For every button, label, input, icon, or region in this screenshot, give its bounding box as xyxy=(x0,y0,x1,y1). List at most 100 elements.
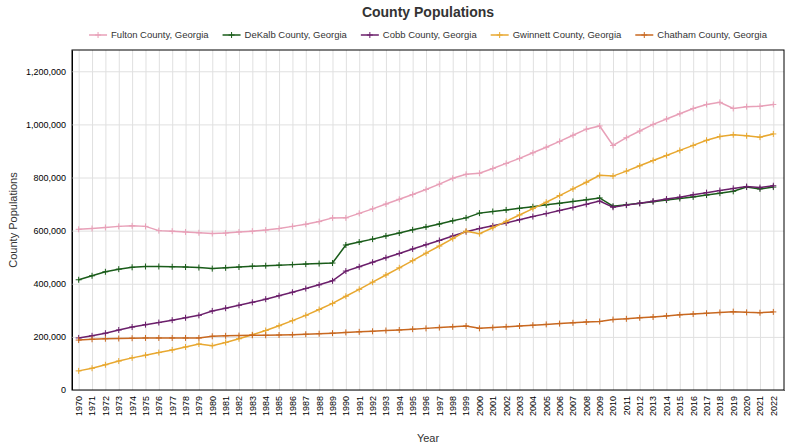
point-marker xyxy=(423,250,429,256)
point-marker xyxy=(343,268,349,274)
point-marker xyxy=(690,142,696,148)
point-marker xyxy=(557,138,563,144)
point-marker xyxy=(503,160,509,166)
point-marker xyxy=(396,327,402,333)
point-marker xyxy=(129,355,135,361)
point-marker xyxy=(637,200,643,206)
point-marker xyxy=(370,259,376,265)
point-marker xyxy=(303,261,309,267)
legend: Fulton County, GeorgiaDeKalb County, Geo… xyxy=(89,29,768,40)
x-grid-line xyxy=(226,50,227,390)
x-grid-line xyxy=(399,50,400,390)
point-marker xyxy=(770,101,776,107)
point-marker xyxy=(329,300,335,306)
point-marker xyxy=(730,185,736,191)
x-tick: 2021 xyxy=(755,50,765,416)
point-marker xyxy=(476,226,482,232)
point-marker xyxy=(156,228,162,234)
x-grid-line xyxy=(733,50,734,390)
point-marker xyxy=(116,327,122,333)
x-tick: 2013 xyxy=(648,50,658,416)
point-marker xyxy=(677,147,683,153)
x-tick: 1985 xyxy=(274,50,284,416)
point-marker xyxy=(263,227,269,233)
x-tick-label: 2007 xyxy=(568,396,578,416)
point-marker xyxy=(396,196,402,202)
x-grid-line xyxy=(373,50,374,390)
point-marker xyxy=(183,264,189,270)
point-marker xyxy=(263,263,269,269)
series xyxy=(76,183,777,341)
x-tick-label: 2020 xyxy=(742,396,752,416)
point-marker xyxy=(730,105,736,111)
point-marker xyxy=(410,192,416,198)
x-tick-label: 1982 xyxy=(234,396,244,416)
x-tick: 1990 xyxy=(341,50,351,416)
x-grid-line xyxy=(292,50,293,390)
point-marker xyxy=(89,365,95,371)
x-tick: 2002 xyxy=(502,50,512,416)
x-grid-line xyxy=(653,50,654,390)
y-tick-label: 600,000 xyxy=(33,226,66,236)
point-marker xyxy=(236,229,242,235)
point-marker xyxy=(557,200,563,206)
legend-item: Chatham County, Georgia xyxy=(635,29,767,40)
point-marker xyxy=(570,320,576,326)
point-marker xyxy=(196,312,202,318)
x-grid-line xyxy=(640,50,641,390)
x-tick: 2008 xyxy=(582,50,592,416)
x-tick: 2007 xyxy=(568,50,578,416)
series-line xyxy=(79,312,774,340)
x-grid-line xyxy=(426,50,427,390)
point-marker xyxy=(370,279,376,285)
point-marker xyxy=(463,215,469,221)
x-tick-label: 1978 xyxy=(181,396,191,416)
x-grid-line xyxy=(680,50,681,390)
point-marker xyxy=(663,116,669,122)
point-marker xyxy=(129,223,135,229)
x-tick-label: 1980 xyxy=(208,396,218,416)
x-tick-label: 2012 xyxy=(635,396,645,416)
point-marker xyxy=(744,309,750,315)
point-marker xyxy=(142,223,148,229)
point-marker xyxy=(249,263,255,269)
point-marker xyxy=(76,368,82,374)
point-marker xyxy=(717,99,723,105)
legend-label: Fulton County, Georgia xyxy=(111,29,209,40)
point-marker xyxy=(396,265,402,271)
x-tick: 2003 xyxy=(515,50,525,416)
x-tick-label: 1999 xyxy=(461,396,471,416)
point-marker xyxy=(690,311,696,317)
point-marker xyxy=(637,163,643,169)
point-marker xyxy=(303,221,309,227)
x-grid-line xyxy=(439,50,440,390)
point-marker xyxy=(704,190,710,196)
point-marker xyxy=(570,205,576,211)
point-marker xyxy=(503,324,509,330)
point-marker xyxy=(156,263,162,269)
point-marker xyxy=(730,309,736,315)
point-marker xyxy=(663,152,669,158)
x-grid-line xyxy=(693,50,694,390)
point-marker xyxy=(102,336,108,342)
point-marker xyxy=(543,144,549,150)
point-marker xyxy=(276,226,282,232)
x-tick-label: 1979 xyxy=(194,396,204,416)
legend-marker xyxy=(497,32,503,38)
point-marker xyxy=(169,228,175,234)
point-marker xyxy=(757,310,763,316)
x-grid-line xyxy=(760,50,761,390)
point-marker xyxy=(704,101,710,107)
x-tick-label: 2016 xyxy=(689,396,699,416)
point-marker xyxy=(76,226,82,232)
x-grid-line xyxy=(560,50,561,390)
point-marker xyxy=(650,158,656,164)
point-marker xyxy=(383,272,389,278)
x-grid-line xyxy=(573,50,574,390)
point-marker xyxy=(263,296,269,302)
x-tick-label: 2011 xyxy=(622,396,632,415)
point-marker xyxy=(543,321,549,327)
x-tick: 1978 xyxy=(181,50,191,416)
point-marker xyxy=(530,150,536,156)
point-marker xyxy=(303,331,309,337)
